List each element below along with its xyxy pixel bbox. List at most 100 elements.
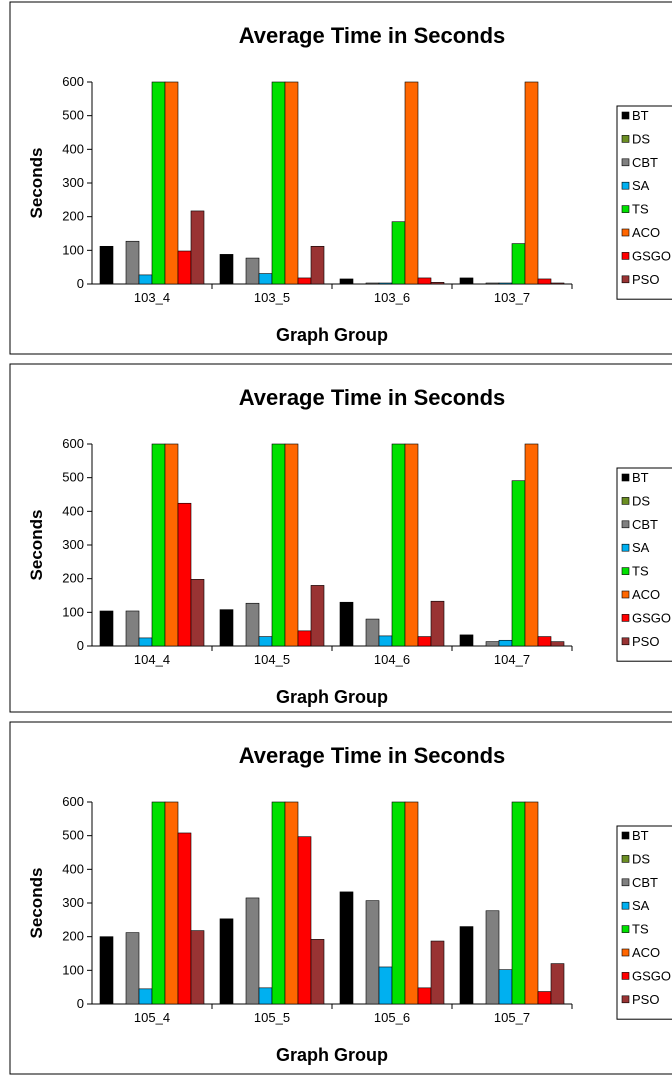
x-axis-label: Graph Group [276,1045,388,1065]
bar-bt-103_4 [99,245,114,285]
legend-swatch-sa [621,543,630,552]
bar-ts-105_7 [511,801,526,1005]
bar-sa-105_5 [258,987,273,1005]
bar-gsgo-104_7 [537,636,552,647]
bar-bt-104_6 [339,601,354,647]
legend-label-bt: BT [632,108,649,123]
chart-title: Average Time in Seconds [239,385,506,410]
chart-panel-105: Average Time in Seconds Seconds Graph Grou… [0,720,672,1075]
legend-label-ts: TS [632,564,649,579]
legend-label-aco: ACO [632,945,660,960]
legend-swatch-pso [621,637,630,646]
bar-gsgo-105_5 [297,836,312,1005]
bar-gsgo-105_6 [417,987,432,1005]
bar-ts-105_5 [271,801,286,1005]
legend-label-aco: ACO [632,225,660,240]
legend-label-bt: BT [632,828,649,843]
legend-swatch-ts [621,205,630,213]
y-tick-label: 300 [62,175,84,190]
bar-gsgo-104_5 [297,630,312,647]
bar-pso-105_6 [430,940,445,1005]
x-tick-label: 105_6 [374,1010,410,1025]
legend-swatch-gsgo [621,972,630,980]
bar-ts-103_5 [271,81,286,285]
y-tick-label: 500 [62,470,84,485]
bar-gsgo-105_7 [537,991,552,1005]
legend-label-sa: SA [632,178,650,193]
bar-gsgo-104_4 [177,502,192,647]
bar-cbt-104_5 [245,602,260,647]
y-tick-label: 0 [77,996,84,1011]
bar-pso-104_4 [190,579,205,647]
y-tick-label: 600 [62,794,84,809]
bar-aco-105_7 [524,801,539,1005]
legend-swatch-ts [621,925,630,933]
bar-pso-105_5 [310,939,325,1005]
bar-sa-104_5 [258,636,273,647]
chart-title: Average Time in Seconds [239,23,506,48]
bar-bt-104_7 [459,634,474,647]
x-tick-label: 103_4 [134,290,170,305]
x-axis-label: Graph Group [276,325,388,345]
bar-ts-104_5 [271,443,286,647]
bar-sa-103_7 [498,282,513,285]
legend-label-pso: PSO [632,634,659,649]
legend-swatch-aco [621,228,630,237]
bar-sa-105_7 [498,969,513,1005]
bar-cbt-103_7 [485,282,500,285]
bar-bt-104_4 [99,610,114,647]
y-tick-label: 100 [62,604,84,619]
legend-swatch-cbt [621,520,630,529]
legend-label-gsgo: GSGO [632,610,671,625]
y-axis-label: Seconds [27,510,46,581]
x-tick-label: 103_5 [254,290,290,305]
bar-bt-105_4 [99,936,114,1005]
bar-bt-105_7 [459,926,474,1005]
bar-ts-104_7 [511,480,526,647]
legend-swatch-gsgo [621,252,630,260]
bar-aco-103_7 [524,81,539,285]
legend-swatch-ds [621,855,630,863]
legend-label-aco: ACO [632,587,660,602]
y-tick-label: 300 [62,537,84,552]
x-tick-label: 105_7 [494,1010,530,1025]
bar-ts-105_6 [391,801,406,1005]
legend-swatch-bt [621,831,630,840]
legend-label-sa: SA [632,898,650,913]
bar-ts-103_4 [151,81,166,285]
legend-label-ds: DS [632,493,650,508]
legend-label-cbt: CBT [632,517,658,532]
bar-aco-104_5 [284,443,299,647]
bar-cbt-104_4 [125,610,140,647]
chart-svg-103: Average Time in Seconds Seconds Graph Grou… [9,1,672,355]
bar-cbt-105_7 [485,910,500,1005]
bar-ts-103_6 [391,221,406,285]
bar-gsgo-103_5 [297,277,312,285]
bar-pso-105_4 [190,930,205,1005]
y-axis-label: Seconds [27,148,46,219]
y-tick-label: 0 [77,638,84,653]
bar-cbt-103_6 [365,282,380,285]
legend-swatch-cbt [621,878,630,887]
legend-label-ds: DS [632,131,650,146]
y-tick-label: 600 [62,436,84,451]
legend-label-ds: DS [632,851,650,866]
y-tick-label: 600 [62,74,84,89]
legend-label-ts: TS [632,922,649,937]
x-tick-label: 104_4 [134,652,170,667]
bar-aco-104_7 [524,443,539,647]
bar-bt-105_6 [339,891,354,1005]
bar-ts-103_7 [511,243,526,285]
bar-sa-103_4 [138,274,153,285]
bar-bt-103_6 [339,278,354,285]
legend-label-ts: TS [632,202,649,217]
bar-bt-104_5 [219,609,234,647]
bar-aco-105_6 [404,801,419,1005]
bar-pso-104_5 [310,585,325,647]
chart-panel-103: Average Time in Seconds Seconds Graph Grou… [0,0,672,358]
x-tick-label: 104_7 [494,652,530,667]
chart-svg-104: Average Time in Seconds Seconds Graph Grou… [9,363,672,713]
bar-bt-105_5 [219,918,234,1005]
legend-swatch-sa [621,181,630,190]
bar-pso-104_7 [550,641,565,647]
